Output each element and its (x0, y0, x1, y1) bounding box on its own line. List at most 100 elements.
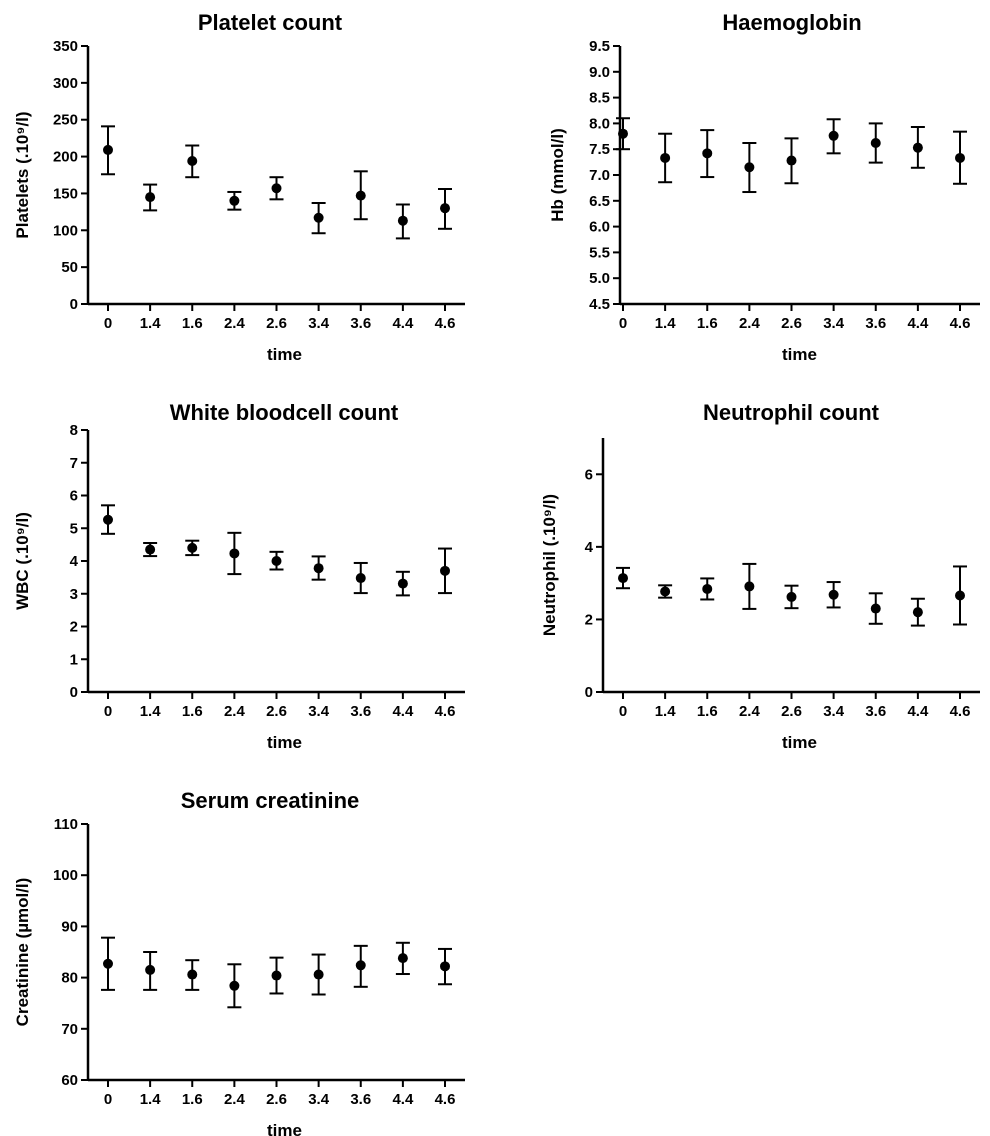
x-tick-label: 4.6 (950, 315, 971, 332)
x-tick-label: 3.4 (823, 703, 845, 720)
y-tick-label: 0 (70, 296, 78, 313)
y-tick-label: 70 (61, 1021, 78, 1038)
x-axis-label: time (267, 345, 302, 364)
x-tick-label: 2.6 (266, 703, 287, 720)
x-tick-label: 2.6 (266, 315, 287, 332)
data-point (440, 961, 450, 972)
x-axis-label: time (267, 1121, 302, 1136)
x-tick-label: 4.4 (907, 703, 929, 720)
y-tick-label: 9.5 (589, 38, 610, 55)
x-tick-label: 1.6 (182, 1091, 203, 1108)
x-tick-label: 0 (104, 315, 112, 332)
y-tick-label: 9.0 (589, 64, 610, 81)
x-tick-label: 0 (619, 315, 627, 332)
y-tick-label: 0 (70, 684, 78, 701)
x-tick-label: 4.4 (907, 315, 929, 332)
y-tick-label: 8.5 (589, 90, 610, 107)
y-tick-label: 100 (53, 867, 78, 884)
x-tick-label: 3.6 (350, 1091, 371, 1108)
data-point (271, 183, 282, 194)
data-point (618, 573, 628, 584)
y-tick-label: 350 (53, 38, 78, 55)
chart-title: White bloodcell count (170, 400, 399, 425)
x-tick-label: 1.6 (182, 315, 203, 332)
data-point (870, 138, 881, 149)
y-axis-label: Creatinine (µmol/l) (13, 878, 32, 1027)
y-tick-label: 250 (53, 112, 78, 129)
data-point (397, 578, 408, 589)
x-tick-label: 3.4 (308, 1091, 330, 1108)
data-point (786, 155, 797, 166)
y-tick-label: 4 (585, 539, 594, 556)
y-tick-label: 3 (70, 586, 78, 603)
data-point (744, 162, 755, 173)
x-tick-label: 4.6 (435, 1091, 456, 1108)
x-tick-label: 2.4 (224, 315, 246, 332)
x-tick-label: 1.4 (140, 315, 162, 332)
chart-title: Serum creatinine (181, 788, 360, 813)
y-tick-label: 4.5 (589, 296, 610, 313)
x-tick-label: 4.4 (392, 315, 414, 332)
x-tick-label: 3.4 (823, 315, 845, 332)
y-tick-label: 7 (70, 455, 78, 472)
x-tick-label: 1.6 (182, 703, 203, 720)
data-point (229, 980, 240, 991)
y-tick-label: 8 (70, 422, 78, 439)
y-tick-label: 5.0 (589, 270, 610, 287)
x-tick-label: 4.4 (392, 703, 414, 720)
serum-creatinine-chart: Serum creatinine 60 70 80 90 100 110 0 1.4 1.6 2.4… (0, 780, 480, 1136)
x-tick-label: 4.6 (950, 703, 971, 720)
x-tick-label: 1.4 (140, 703, 162, 720)
data-point (103, 144, 113, 155)
x-tick-label: 3.4 (308, 315, 330, 332)
x-tick-label: 0 (104, 703, 112, 720)
data-point (955, 152, 965, 163)
data-point (187, 542, 198, 553)
x-tick-label: 1.6 (697, 703, 718, 720)
neutrophil-count-chart: Neutrophil count 0 2 4 6 0 1.4 1.6 2.4 2.6 3.4 3.6 4… (535, 390, 990, 765)
y-axis-label: Platelets (.10⁹/l) (13, 111, 32, 238)
y-tick-label: 90 (61, 918, 78, 935)
y-tick-label: 50 (61, 259, 78, 276)
data-point (397, 215, 408, 226)
chart-svg: Serum creatinine 60 70 80 90 100 110 0 1.4 1.6 2.4… (13, 788, 465, 1136)
data-point (397, 953, 408, 964)
white-bloodcell-count-chart: White bloodcell count 0 1 2 3 4 5 6 7 8 0 1.4 1.6 2.4… (0, 390, 480, 765)
x-tick-label: 0 (104, 1091, 112, 1108)
x-tick-label: 3.6 (865, 703, 886, 720)
data-point (618, 128, 628, 139)
data-point (187, 969, 198, 980)
y-tick-label: 60 (61, 1072, 78, 1089)
y-tick-label: 6 (585, 466, 593, 483)
data-point (229, 548, 240, 559)
y-axis-label: WBC (.10⁹/l) (13, 512, 32, 610)
y-tick-label: 6.5 (589, 193, 610, 210)
x-tick-label: 3.6 (350, 703, 371, 720)
y-tick-label: 100 (53, 222, 78, 239)
platelet-count-chart: Platelet count 0 50 100 150 200 250 300 350 0 1.4 1… (0, 0, 480, 380)
data-point (313, 563, 324, 574)
x-tick-label: 2.4 (224, 1091, 246, 1108)
chart-title: Haemoglobin (722, 10, 861, 35)
chart-title: Neutrophil count (703, 400, 880, 425)
data-point (828, 589, 839, 600)
x-tick-label: 1.4 (655, 703, 677, 720)
data-point (103, 514, 113, 525)
x-tick-label: 3.6 (350, 315, 371, 332)
data-point (145, 192, 156, 203)
x-tick-label: 3.4 (308, 703, 330, 720)
x-tick-label: 3.6 (865, 315, 886, 332)
chart-svg: White bloodcell count 0 1 2 3 4 5 6 7 8 0 1.4 1.6 2.4… (13, 400, 465, 752)
x-tick-label: 1.4 (655, 315, 677, 332)
y-tick-label: 7.0 (589, 167, 610, 184)
data-point (271, 970, 282, 981)
x-tick-label: 1.6 (697, 315, 718, 332)
y-tick-label: 150 (53, 185, 78, 202)
data-point (702, 583, 713, 594)
data-point (660, 586, 671, 597)
data-point (187, 155, 198, 166)
y-tick-label: 5.5 (589, 244, 610, 261)
data-point (744, 581, 755, 592)
x-tick-label: 2.4 (739, 703, 761, 720)
y-tick-label: 2 (585, 611, 593, 628)
